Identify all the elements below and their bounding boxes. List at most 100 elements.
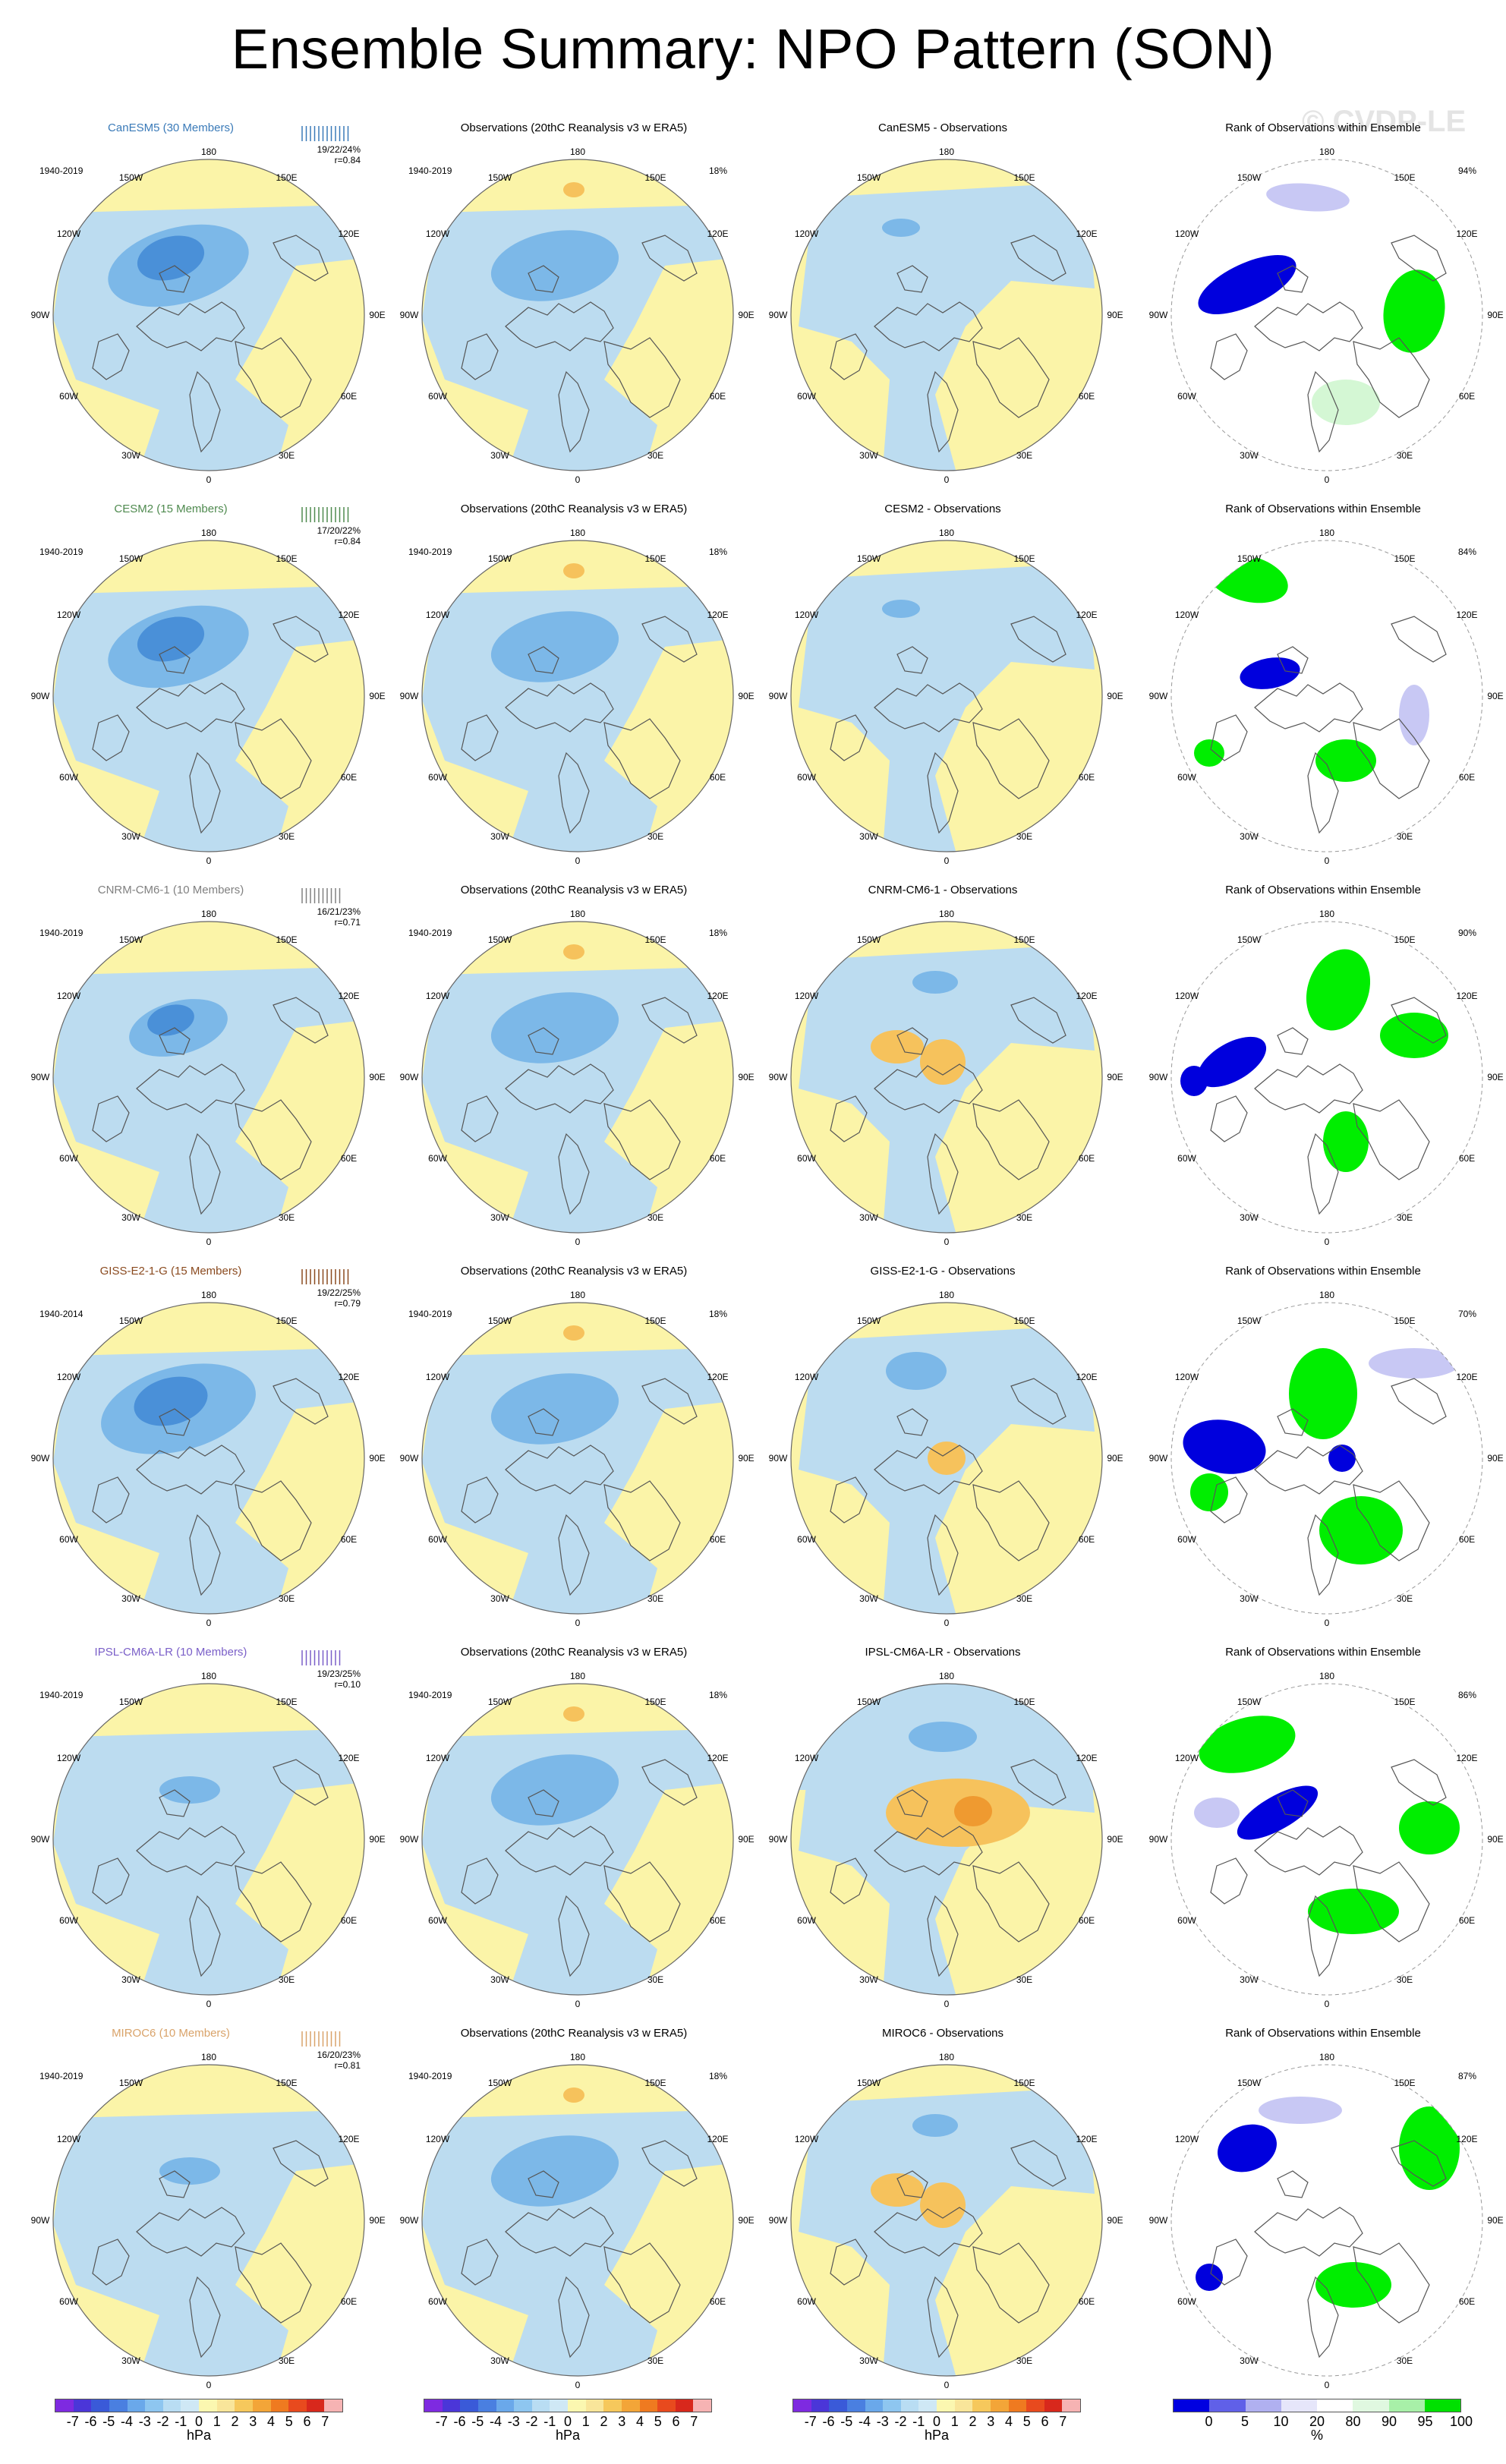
longitude-label: 150E — [276, 934, 298, 945]
longitude-label: 0 — [206, 1618, 212, 1628]
longitude-label: 30W — [121, 830, 140, 842]
colorbar-unit: hPa — [555, 2428, 581, 2443]
longitude-label: 90W — [30, 1072, 50, 1082]
panel-title: Rank of Observations within Ensemble — [1225, 1265, 1421, 1278]
period-label: 1940-2019 — [408, 547, 452, 557]
variance-label: 18% — [708, 1309, 727, 1319]
variance-label: 87% — [1457, 2071, 1476, 2081]
period-label: 1940-2019 — [39, 2071, 83, 2081]
coastline — [1307, 1895, 1339, 1977]
colorbar-swatches — [792, 2399, 1081, 2412]
rank-region — [1308, 1889, 1399, 1934]
longitude-label: 120E — [1456, 2134, 1478, 2145]
longitude-label: 150W — [118, 172, 143, 183]
polar-map-model — [52, 921, 365, 1234]
coastline — [896, 1027, 928, 1055]
colorbar-swatch — [55, 2399, 74, 2412]
period-label: 1940-2014 — [39, 1309, 83, 1319]
variance-label: 84% — [1457, 547, 1476, 557]
colorbar-swatch — [531, 2399, 550, 2412]
longitude-label: 150W — [487, 2077, 512, 2088]
longitude-label: 30E — [647, 2355, 664, 2366]
rank-region — [1259, 2097, 1342, 2124]
longitude-label: 90W — [768, 1834, 788, 1845]
coastline — [1391, 1378, 1447, 1425]
colorbar-tick-label: -4 — [858, 2414, 871, 2429]
polar-map-model — [52, 540, 365, 852]
longitude-label: 90E — [1487, 1453, 1504, 1464]
longitude-label: 30W — [121, 449, 140, 461]
coastline — [896, 265, 928, 293]
panel-rank-row-1: Rank of Observations within Ensemble 84% 1… — [1141, 495, 1505, 874]
longitude-label: 120E — [707, 991, 729, 1002]
coastline — [189, 2276, 221, 2358]
rank-region — [1312, 380, 1380, 425]
colorbar-tick-label: 4 — [266, 2414, 276, 2429]
coastline — [159, 1408, 191, 1436]
longitude-label: 0 — [575, 855, 581, 866]
colorbar-swatch — [1317, 2399, 1353, 2412]
colorbar-swatch — [1245, 2399, 1281, 2412]
longitude-label: 60W — [797, 390, 816, 402]
colorbar-swatch — [1353, 2399, 1389, 2412]
colorbar-swatch — [162, 2399, 181, 2412]
coastline — [830, 714, 868, 761]
longitude-label: 150W — [856, 934, 881, 945]
coastline — [136, 1445, 245, 1495]
rank-region — [1180, 1066, 1208, 1096]
colorbar-swatch — [1424, 2399, 1460, 2412]
polar-map-obs — [421, 1302, 734, 1615]
colorbar-unit: hPa — [186, 2428, 212, 2443]
longitude-label: 120E — [1456, 991, 1478, 1002]
ensemble-stats: 19/22/25% r=0.79 — [317, 1287, 361, 1309]
longitude-label: 30E — [278, 1212, 295, 1223]
ensemble-stats: 17/20/22% r=0.84 — [317, 525, 361, 547]
panel-title: Observations (20thC Reanalysis v3 w ERA5… — [460, 2027, 688, 2040]
coastline — [641, 1759, 698, 1806]
longitude-label: 150W — [487, 1696, 512, 1707]
longitude-label: 120W — [56, 2134, 81, 2145]
panel-title: GISS-E2-1-G - Observations — [870, 1265, 1016, 1278]
coastline — [461, 333, 499, 380]
positive-core — [563, 182, 584, 197]
panel-model-row-2: CNRM-CM6-1 (10 Members) 1940-2019 16/21/23… — [23, 876, 387, 1256]
longitude-label: 60E — [340, 771, 358, 783]
panel-title: Rank of Observations within Ensemble — [1225, 121, 1421, 134]
coastline — [92, 333, 130, 380]
colorbar-swatch — [900, 2399, 919, 2412]
longitude-label: 90W — [1148, 1453, 1168, 1464]
longitude-label: 90W — [399, 1453, 419, 1464]
coastline — [641, 997, 698, 1044]
longitude-label: 150W — [487, 1315, 512, 1326]
coastline — [558, 1895, 590, 1977]
longitude-label: 60W — [797, 1533, 816, 1545]
longitude-label: 60E — [1078, 1533, 1095, 1545]
longitude-label: 0 — [206, 1237, 212, 1247]
coastline — [1307, 751, 1339, 834]
longitude-label: 60E — [1458, 1914, 1476, 1926]
coastline — [235, 1099, 312, 1180]
coastline — [641, 1378, 698, 1425]
panel-diff-row-4: IPSL-CM6A-LR - Observations 180 0 90W 90E 150… — [761, 1638, 1125, 2018]
coastline — [235, 1480, 312, 1561]
colorbar-swatch — [1062, 2399, 1080, 2412]
coastline — [927, 1895, 959, 1977]
polar-map-obs — [421, 159, 734, 471]
period-label: 1940-2019 — [39, 928, 83, 938]
longitude-label: 30E — [647, 830, 664, 842]
coastline — [1210, 1476, 1248, 1523]
longitude-label: 120E — [707, 2134, 729, 2145]
colorbar-tick-label: 7 — [690, 2414, 698, 2429]
longitude-label: 90E — [369, 1834, 386, 1845]
longitude-label: 90W — [399, 691, 419, 701]
longitude-label: 60W — [1177, 1533, 1196, 1545]
longitude-label: 60W — [428, 771, 447, 783]
longitude-label: 150W — [856, 553, 881, 564]
coastline — [1307, 1133, 1339, 1215]
negative-core — [909, 1722, 977, 1752]
colorbar-swatch — [496, 2399, 515, 2412]
longitude-label: 90E — [738, 1072, 755, 1082]
variance-label: 18% — [708, 547, 727, 557]
watermark: © CVDP-LE — [1302, 105, 1467, 138]
period-label: 1940-2019 — [408, 1690, 452, 1700]
